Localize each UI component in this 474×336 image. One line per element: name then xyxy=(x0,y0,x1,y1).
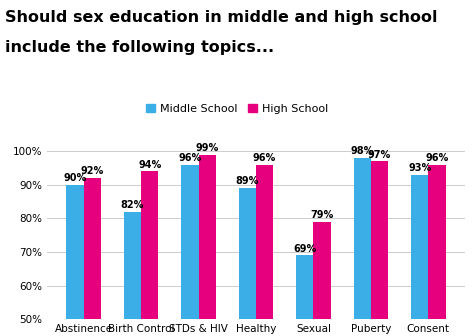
Text: 79%: 79% xyxy=(310,210,334,220)
Bar xyxy=(354,158,371,336)
Text: 96%: 96% xyxy=(178,153,201,163)
Bar xyxy=(124,212,141,336)
Bar xyxy=(411,175,428,336)
Bar xyxy=(239,188,256,336)
Bar xyxy=(141,171,158,336)
Text: 97%: 97% xyxy=(368,150,391,160)
Text: 94%: 94% xyxy=(138,160,161,170)
Text: include the following topics...: include the following topics... xyxy=(5,40,274,55)
Bar xyxy=(66,185,83,336)
Text: 99%: 99% xyxy=(195,143,219,153)
Text: 93%: 93% xyxy=(408,163,431,173)
Text: 69%: 69% xyxy=(293,244,317,254)
Text: 96%: 96% xyxy=(253,153,276,163)
Bar xyxy=(181,165,199,336)
Text: 98%: 98% xyxy=(351,146,374,156)
Bar xyxy=(428,165,446,336)
Text: 92%: 92% xyxy=(81,166,104,176)
Bar xyxy=(83,178,101,336)
Bar xyxy=(256,165,273,336)
Text: 89%: 89% xyxy=(236,176,259,186)
Text: 90%: 90% xyxy=(64,173,87,183)
Bar xyxy=(313,222,331,336)
Text: Should sex education in middle and high school: Should sex education in middle and high … xyxy=(5,10,437,25)
Bar xyxy=(199,155,216,336)
Text: 96%: 96% xyxy=(425,153,448,163)
Text: 82%: 82% xyxy=(121,200,144,210)
Bar xyxy=(371,161,388,336)
Legend: Middle School, High School: Middle School, High School xyxy=(142,100,332,119)
Bar xyxy=(296,255,313,336)
